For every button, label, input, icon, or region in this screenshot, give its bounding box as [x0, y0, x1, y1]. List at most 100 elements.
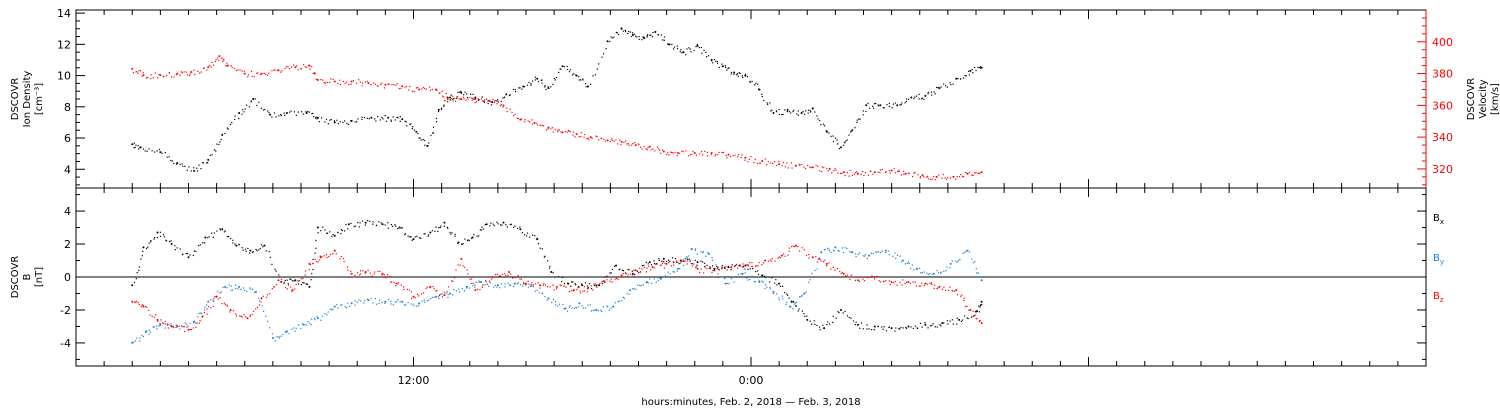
series-Bz-dot: [266, 296, 268, 298]
y-axis-title-line: [km/s]: [1490, 83, 1500, 115]
series-Bz-dot: [212, 305, 214, 307]
series-Bx-dot: [499, 224, 502, 226]
density-dot: [339, 121, 341, 123]
series-Bz-dot: [867, 276, 869, 278]
series-By-dot: [633, 288, 635, 290]
series-By-dot: [455, 290, 458, 292]
velocity-dot: [212, 64, 215, 66]
density-dot: [946, 86, 948, 88]
series-Bx-dot: [216, 230, 218, 232]
density-dot: [432, 132, 434, 134]
density-point: [370, 116, 373, 119]
series-Bz-dot: [472, 282, 474, 284]
velocity-dot: [637, 143, 640, 145]
velocity-dot: [241, 70, 243, 72]
series-By-point: [758, 280, 761, 283]
density-dot: [949, 81, 951, 84]
velocity-dot: [463, 98, 465, 100]
velocity-dot: [441, 90, 443, 92]
velocity-dot: [429, 89, 432, 91]
series-Bx-dot: [340, 233, 342, 235]
series-Bz-dot: [507, 274, 509, 276]
series-Bx-dot: [674, 257, 677, 260]
series-Bx-point: [502, 221, 505, 224]
series-By-dot: [291, 328, 293, 330]
series-Bx-dot: [176, 247, 178, 249]
velocity-dot: [221, 57, 223, 59]
velocity-dot: [964, 171, 966, 174]
series-Bx-dot: [898, 328, 900, 330]
series-Bx-dot: [859, 327, 861, 329]
series-Bx-dot: [195, 250, 197, 253]
velocity-dot: [893, 168, 895, 170]
density-dot: [744, 73, 747, 75]
series-Bz-dot: [517, 275, 519, 277]
density-dot: [226, 127, 229, 129]
velocity-dot: [862, 170, 864, 173]
density-dot: [413, 129, 415, 131]
series-Bz-dot: [622, 273, 624, 275]
velocity-dot: [631, 144, 633, 146]
series-Bz-dot: [896, 284, 898, 286]
series-Bz-dot: [824, 259, 826, 261]
velocity-dot: [772, 162, 774, 165]
velocity-dot: [609, 140, 612, 143]
velocity-dot: [674, 151, 676, 153]
series-By-dot: [828, 250, 831, 252]
density-dot: [470, 93, 472, 95]
series-Bx-dot: [947, 323, 949, 325]
series-Bx-dot: [570, 285, 572, 287]
density-dot: [737, 75, 739, 78]
series-By-dot: [222, 286, 224, 288]
series-Bx-dot: [156, 236, 159, 239]
series-By-dot: [258, 297, 260, 299]
series-By-dot: [161, 322, 163, 324]
series-Bx-dot: [552, 272, 554, 274]
density-dot: [487, 102, 489, 105]
series-Bx-dot: [290, 278, 292, 280]
velocity-dot: [952, 176, 954, 178]
series-Bx-dot: [742, 265, 745, 267]
density-dot: [712, 62, 714, 64]
series-Bz-dot: [381, 274, 383, 276]
series-By-dot: [331, 309, 333, 311]
density-dot: [424, 144, 426, 146]
series-Bz-dot: [253, 310, 255, 312]
series-Bx-dot: [427, 235, 429, 237]
series-By-dot: [943, 270, 945, 272]
series-Bz-dot: [532, 285, 535, 288]
velocity-dot: [826, 167, 828, 170]
density-dot: [676, 47, 679, 50]
series-Bx-dot: [199, 244, 201, 246]
velocity-dot: [604, 140, 606, 142]
velocity-dot: [718, 151, 720, 154]
velocity-point: [575, 132, 578, 135]
density-dot: [594, 74, 597, 76]
series-By-dot: [278, 336, 280, 338]
series-Bx-dot: [390, 223, 392, 226]
series-Bx-dot: [140, 258, 142, 260]
series-Bz-dot: [808, 253, 810, 256]
velocity-dot: [741, 154, 743, 156]
series-By-dot: [858, 252, 861, 254]
velocity-dot: [634, 142, 636, 144]
series-Bz-dot: [243, 313, 245, 316]
series-By-dot: [164, 327, 166, 329]
series-By-dot: [310, 324, 312, 326]
series-By-dot: [551, 301, 553, 304]
velocity-dot: [442, 95, 444, 97]
series-Bz-dot: [432, 285, 434, 288]
density-dot: [610, 36, 612, 38]
series-Bz-dot: [560, 284, 562, 287]
series-By-dot: [778, 299, 781, 301]
velocity-dot: [175, 74, 177, 76]
density-dot: [156, 150, 158, 152]
velocity-dot: [580, 136, 582, 138]
series-Bx-dot: [208, 236, 210, 238]
density-dot: [161, 152, 163, 154]
series-Bz-dot: [358, 274, 360, 276]
series-By-dot: [686, 257, 689, 259]
series-Bx-dot: [912, 327, 915, 330]
velocity-dot: [350, 83, 352, 85]
series-Bx-dot: [747, 268, 749, 271]
